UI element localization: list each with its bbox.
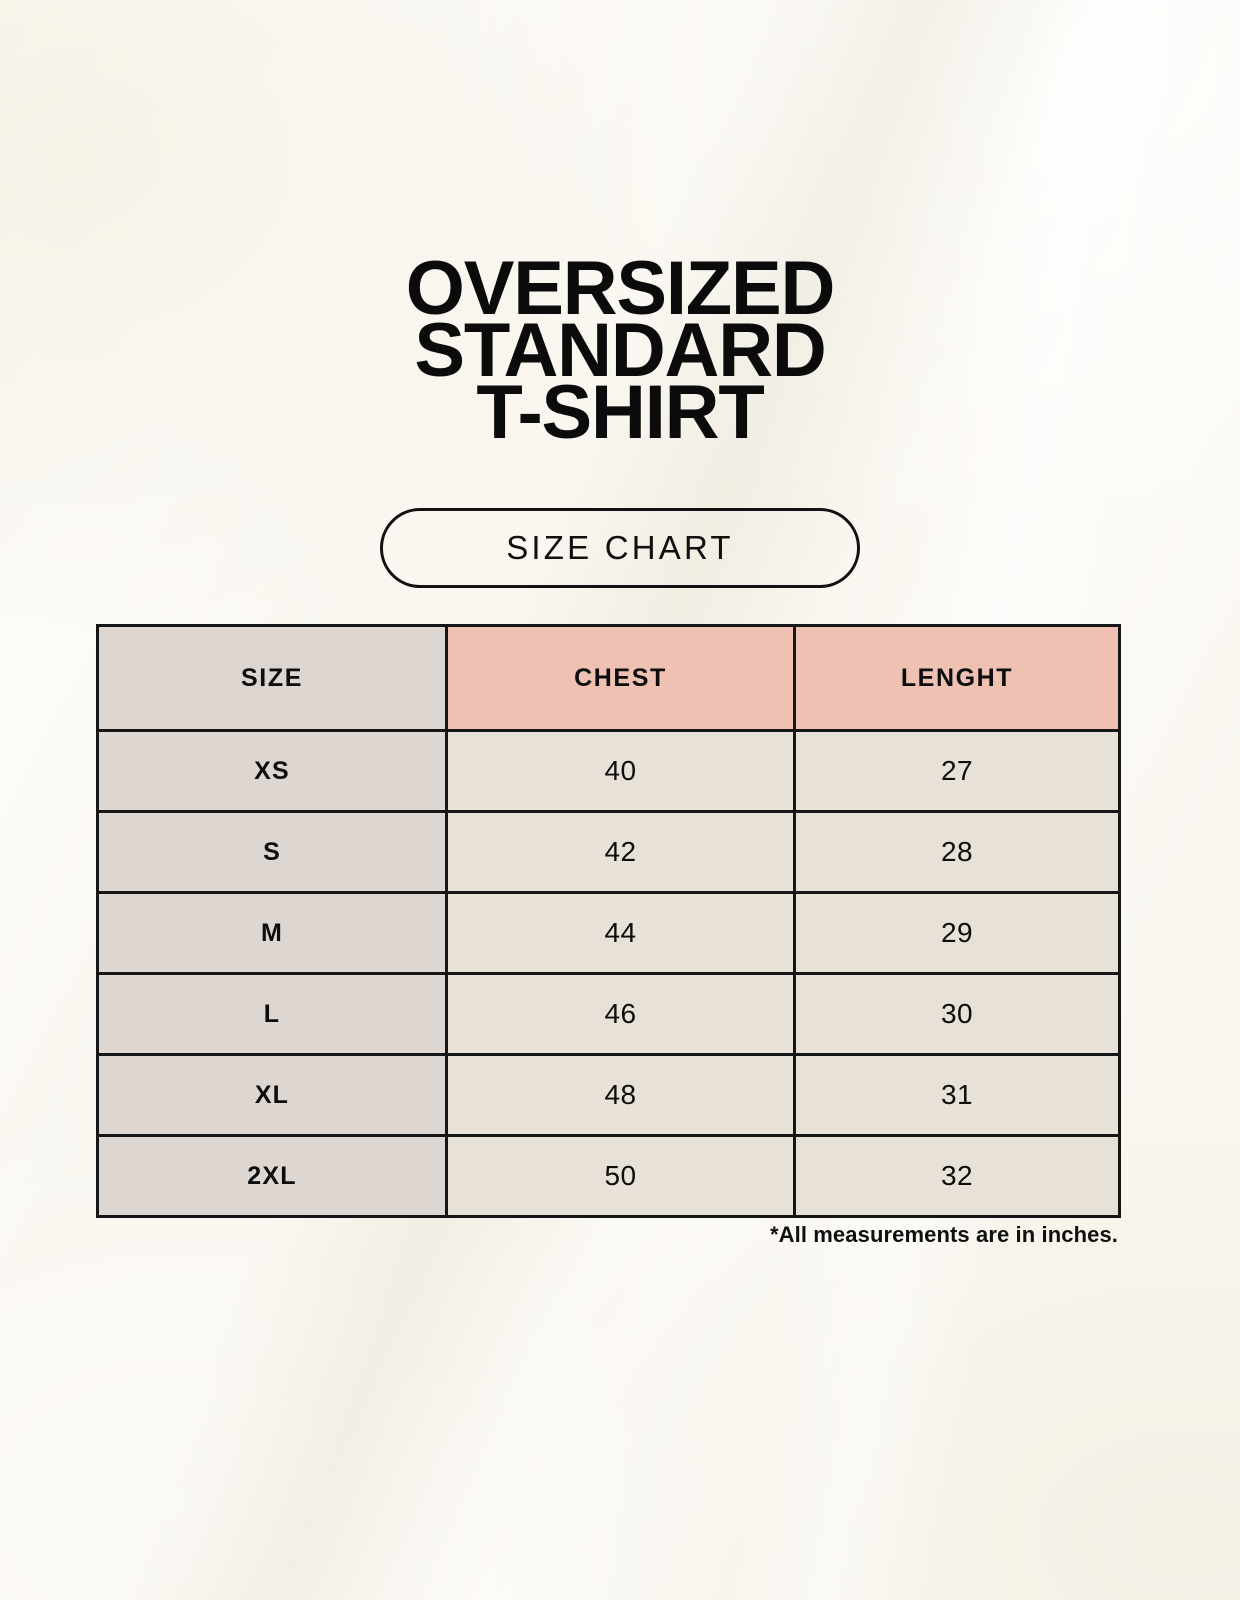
cell-length: 31: [793, 1053, 1121, 1137]
size-chart-table: SIZE CHEST LENGHT XS 40 27 S 42 28 M: [96, 624, 1121, 1218]
table-row: S 42 28: [96, 810, 1121, 894]
table-body: XS 40 27 S 42 28 M 44 29 L 46 30: [96, 729, 1121, 1218]
size-chart-badge-container: SIZE CHART: [0, 508, 1240, 588]
column-header-length: LENGHT: [793, 624, 1121, 732]
cell-length: 30: [793, 972, 1121, 1056]
table-row: L 46 30: [96, 972, 1121, 1056]
cell-chest: 48: [445, 1053, 796, 1137]
cell-chest: 44: [445, 891, 796, 975]
cell-size: XS: [96, 729, 448, 813]
table-header-row: SIZE CHEST LENGHT: [96, 624, 1121, 732]
table-row: M 44 29: [96, 891, 1121, 975]
cell-size: L: [96, 972, 448, 1056]
cell-size: XL: [96, 1053, 448, 1137]
cell-chest: 46: [445, 972, 796, 1056]
page-title-line-2: STANDARD: [414, 308, 826, 393]
page-title-line-1: OVERSIZED: [405, 246, 836, 331]
cell-size: S: [96, 810, 448, 894]
cell-chest: 50: [445, 1134, 796, 1218]
cell-length: 29: [793, 891, 1121, 975]
cell-size: 2XL: [96, 1134, 448, 1218]
cell-length: 27: [793, 729, 1121, 813]
page-title: OVERSIZED STANDARD T-SHIRT: [0, 246, 1240, 455]
measurement-footnote: *All measurements are in inches.: [769, 1222, 1118, 1247]
cell-chest: 42: [445, 810, 796, 894]
column-header-chest: CHEST: [445, 624, 796, 732]
cell-chest: 40: [445, 729, 796, 813]
size-chart-badge: SIZE CHART: [380, 508, 860, 588]
table-row: 2XL 50 32: [96, 1134, 1121, 1218]
cell-length: 28: [793, 810, 1121, 894]
size-chart-table-container: SIZE CHEST LENGHT XS 40 27 S 42 28 M: [96, 624, 1121, 1218]
cell-size: M: [96, 891, 448, 975]
cell-length: 32: [793, 1134, 1121, 1218]
table-row: XS 40 27: [96, 729, 1121, 813]
page-title-line-3: T-SHIRT: [476, 370, 764, 455]
column-header-size: SIZE: [96, 624, 448, 732]
table-row: XL 48 31: [96, 1053, 1121, 1137]
table-header: SIZE CHEST LENGHT: [96, 624, 1121, 732]
